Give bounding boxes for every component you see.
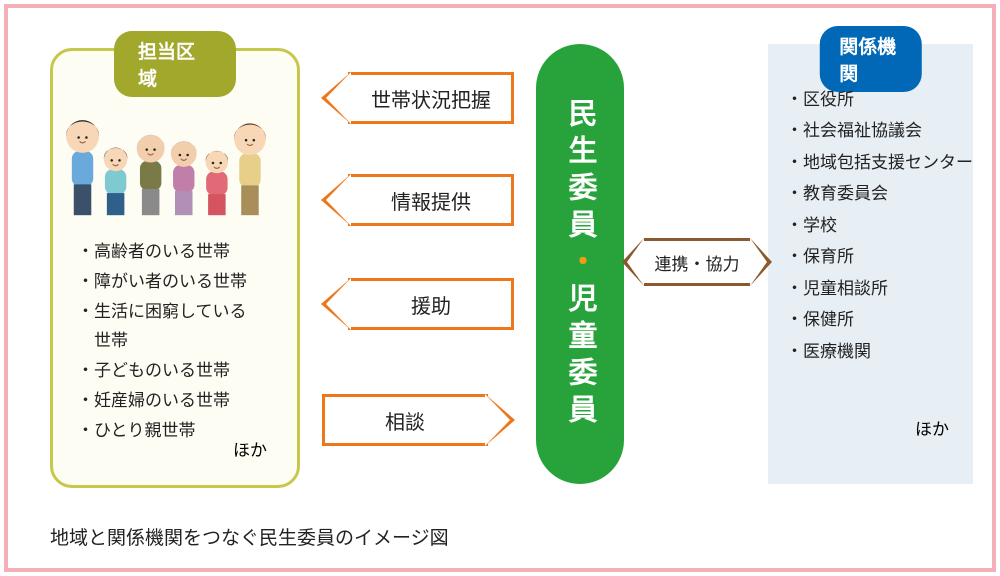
diagram-content: 担当区域 ・高齢者のいる世帯・障がい者のいる世帯・生活に困窮している 世帯・子ど… (8, 8, 992, 568)
cooperation-arrow: 連携・協力 (644, 238, 750, 286)
left-item-list: ・高齢者のいる世帯・障がい者のいる世帯・生活に困窮している 世帯・子どものいる世… (77, 237, 281, 445)
right-list-item: ・区役所 (786, 84, 973, 115)
right-list-item: ・教育委員会 (786, 178, 973, 209)
left-box: 担当区域 ・高齢者のいる世帯・障がい者のいる世帯・生活に困窮している 世帯・子ど… (50, 48, 300, 488)
caption: 地域と関係機関をつなぐ民生委員のイメージ図 (50, 523, 449, 550)
activity-arrow: 援助 (348, 278, 514, 330)
activity-arrow-label: 情報提供 (391, 186, 471, 215)
left-list-item: ・障がい者のいる世帯 (77, 267, 281, 297)
left-list-item: 世帯 (77, 326, 281, 356)
family-illustration (65, 79, 285, 219)
right-title-badge: 関係機関 (819, 26, 922, 92)
activity-arrow-label: 援助 (411, 290, 451, 319)
right-list-item: ・地域包括支援センター (786, 147, 973, 178)
left-list-item: ・妊産婦のいる世帯 (77, 386, 281, 416)
activity-arrow-label: 世帯状況把握 (371, 84, 491, 113)
center-dot: ・ (564, 246, 596, 283)
right-list-item: ・学校 (786, 210, 973, 241)
outer-frame: 担当区域 ・高齢者のいる世帯・障がい者のいる世帯・生活に困窮している 世帯・子ど… (4, 4, 996, 572)
center-pill: 民生委員・児童委員 (536, 44, 624, 484)
left-list-item: ・子どものいる世帯 (77, 356, 281, 386)
left-list-item: ・生活に困窮している (77, 297, 281, 327)
cooperation-label: 連携・協力 (655, 250, 740, 275)
right-list-item: ・保健所 (786, 304, 973, 335)
activity-arrow-label: 相談 (385, 406, 425, 435)
right-list-item: ・児童相談所 (786, 273, 973, 304)
right-list-item: ・保育所 (786, 241, 973, 272)
center-text-b: 児童委員 (564, 283, 596, 431)
right-list-item: ・社会福祉協議会 (786, 115, 973, 146)
left-list-item: ・高齢者のいる世帯 (77, 237, 281, 267)
left-hoka: ほか (233, 436, 267, 461)
activity-arrow: 相談 (322, 394, 488, 446)
center-text-a: 民生委員 (564, 98, 596, 246)
right-item-list: ・区役所・社会福祉協議会・地域包括支援センター・教育委員会・学校・保育所・児童相… (786, 84, 973, 367)
right-box: 関係機関 ・区役所・社会福祉協議会・地域包括支援センター・教育委員会・学校・保育… (768, 44, 973, 484)
right-hoka: ほか (915, 415, 949, 440)
activity-arrow: 世帯状況把握 (348, 72, 514, 124)
center-vertical-text: 民生委員・児童委員 (559, 98, 601, 431)
right-list-item: ・医療機関 (786, 336, 973, 367)
activity-arrow: 情報提供 (348, 174, 514, 226)
